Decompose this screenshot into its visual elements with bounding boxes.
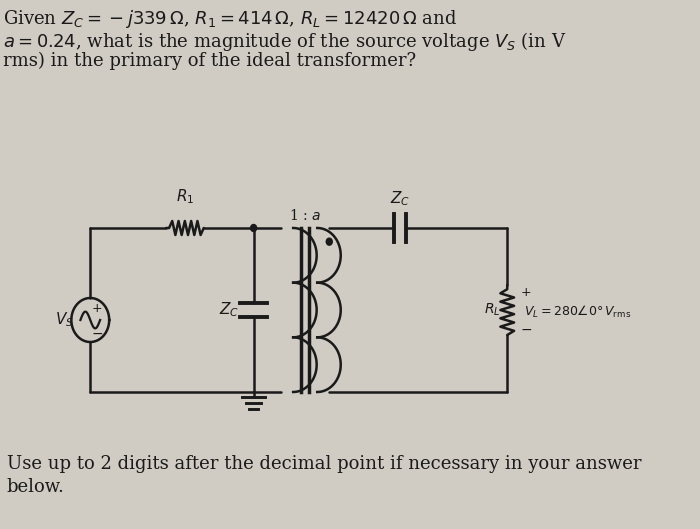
Text: +: + <box>92 302 102 315</box>
Text: $a = 0.24$, what is the magnitude of the source voltage $V_S$ (in V: $a = 0.24$, what is the magnitude of the… <box>4 30 567 53</box>
Text: $V_L{=}280\angle0°\,V_{\rm rms}$: $V_L{=}280\angle0°\,V_{\rm rms}$ <box>524 304 631 320</box>
Text: Given $Z_C = -j339\,\Omega$, $R_1 = 414\,\Omega$, $R_L = 12420\,\Omega$ and: Given $Z_C = -j339\,\Omega$, $R_1 = 414\… <box>4 8 458 30</box>
Text: Use up to 2 digits after the decimal point if necessary in your answer: Use up to 2 digits after the decimal poi… <box>7 455 641 473</box>
Text: −: − <box>91 327 103 341</box>
Text: $Z_C$: $Z_C$ <box>220 300 239 320</box>
Text: +: + <box>520 286 531 298</box>
Text: $R_L$: $R_L$ <box>484 302 500 318</box>
Text: below.: below. <box>7 478 65 496</box>
Text: $R_1$: $R_1$ <box>176 187 194 206</box>
Text: rms) in the primary of the ideal transformer?: rms) in the primary of the ideal transfo… <box>4 52 416 70</box>
Text: $V_S$: $V_S$ <box>55 311 74 330</box>
Circle shape <box>326 238 332 245</box>
Text: 1 : $a$: 1 : $a$ <box>289 208 321 223</box>
Text: −: − <box>520 323 532 337</box>
Circle shape <box>251 224 257 232</box>
Text: $Z_C$: $Z_C$ <box>390 189 410 208</box>
